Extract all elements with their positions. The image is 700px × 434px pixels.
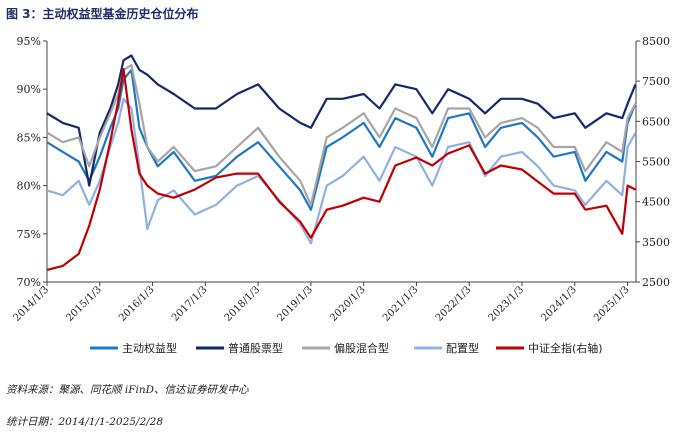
series-line-0 (46, 68, 637, 211)
x-tick-label: 2022/1/3 (434, 284, 474, 324)
y-right-tick-label: 6500 (642, 115, 670, 128)
x-tick-label: 2021/1/3 (381, 284, 421, 324)
line-chart: 70% 75% 80% 85% 90% 95% 2500 3500 4500 5500 6500 75… (12, 35, 670, 355)
series-line-3 (46, 97, 637, 245)
x-tick-label: 2019/1/3 (275, 284, 315, 324)
x-tick-label: 2020/1/3 (328, 284, 368, 324)
chart-series (46, 54, 637, 271)
x-tick-label: 2018/1/3 (223, 284, 263, 324)
chart-axes: 70% 75% 80% 85% 90% 95% 2500 3500 4500 5500 6500 75… (12, 35, 670, 324)
x-tick-label: 2023/1/3 (487, 284, 527, 324)
series-line-4 (46, 67, 636, 271)
y-left-tick-label: 95% (17, 35, 41, 48)
legend-label-4: 中证全指(右轴) (528, 341, 603, 355)
x-tick-label: 2016/1/3 (117, 284, 157, 324)
y-left-tick-label: 90% (17, 83, 41, 96)
y-right-tick-label: 3500 (642, 236, 670, 249)
x-tick-label: 2025/1/3 (592, 284, 632, 324)
y-right-tick-label: 5500 (642, 156, 670, 169)
y-left-tick-label: 80% (17, 180, 41, 193)
x-tick-label: 2024/1/3 (539, 284, 579, 324)
y-left-tick-label: 70% (17, 276, 41, 289)
legend-label-1: 普通股票型 (228, 341, 283, 355)
source-note: 资料来源：聚源、同花顺 iFinD、信达证券研发中心 (6, 384, 249, 396)
legend-label-2: 偏股混合型 (334, 341, 389, 355)
date-note: 统计日期：2014/1/1-2025/2/28 (6, 416, 164, 428)
y-right-tick-label: 2500 (642, 276, 670, 289)
legend-label-3: 配置型 (446, 341, 479, 355)
chart-title: 图 3：主动权益型基金历史仓位分布 (6, 7, 199, 21)
y-right-tick-label: 7500 (642, 75, 670, 88)
legend-label-0: 主动权益型 (122, 341, 177, 355)
x-tick-label: 2014/1/3 (12, 284, 52, 324)
y-left-tick-label: 85% (17, 131, 41, 144)
y-right-tick-label: 8500 (642, 35, 670, 48)
y-left-tick-label: 75% (17, 228, 41, 241)
x-tick-label: 2015/1/3 (64, 284, 104, 324)
y-right-tick-label: 4500 (642, 196, 670, 209)
series-line-1 (46, 54, 637, 187)
chart-legend: 主动权益型 普通股票型 偏股混合型 配置型 中证全指(右轴) (90, 341, 603, 355)
x-tick-label: 2017/1/3 (170, 284, 210, 324)
